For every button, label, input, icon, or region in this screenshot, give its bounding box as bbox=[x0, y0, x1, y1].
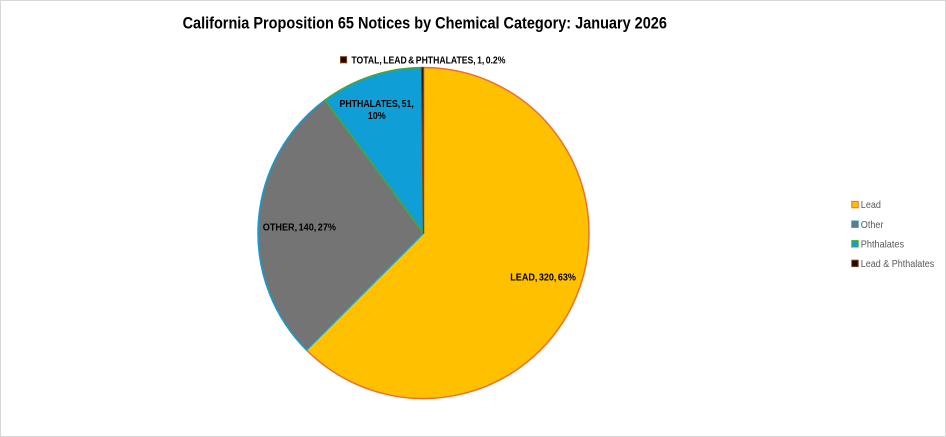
svg-text:Lead & Phthalates: Lead & Phthalates bbox=[861, 258, 935, 270]
svg-text:Phthalates: Phthalates bbox=[861, 238, 904, 250]
svg-text:Lead: Lead bbox=[861, 199, 881, 211]
svg-text:TOTAL, LEAD & PHTHALATES, 1, 0: TOTAL, LEAD & PHTHALATES, 1, 0.2% bbox=[351, 55, 506, 67]
svg-text:Other: Other bbox=[861, 219, 884, 231]
svg-text:California Proposition 65 Noti: California Proposition 65 Notices by Che… bbox=[183, 14, 667, 32]
svg-text:10%: 10% bbox=[368, 110, 387, 122]
svg-text:LEAD, 320, 63%: LEAD, 320, 63% bbox=[510, 272, 576, 284]
svg-text:OTHER, 140, 27%: OTHER, 140, 27% bbox=[263, 222, 337, 234]
svg-text:PHTHALATES, 51,: PHTHALATES, 51, bbox=[340, 98, 414, 110]
